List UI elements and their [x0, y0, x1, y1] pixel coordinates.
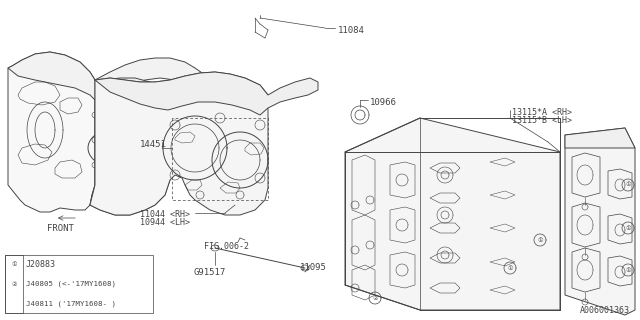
Polygon shape: [95, 72, 318, 115]
Polygon shape: [90, 72, 268, 215]
Text: 10944 <LH>: 10944 <LH>: [140, 218, 190, 227]
Text: J40811 ('17MY1608- ): J40811 ('17MY1608- ): [26, 300, 116, 307]
Text: ①: ①: [537, 237, 543, 243]
Polygon shape: [345, 118, 560, 310]
Polygon shape: [8, 52, 95, 212]
Polygon shape: [565, 128, 635, 315]
Text: 14451: 14451: [140, 140, 167, 149]
Polygon shape: [565, 128, 635, 148]
Text: ②: ②: [11, 282, 17, 286]
Text: A006001363: A006001363: [580, 306, 630, 315]
Text: J20883: J20883: [26, 260, 56, 269]
Text: ②: ②: [372, 295, 378, 300]
Text: 13115*A <RH>: 13115*A <RH>: [512, 108, 572, 117]
Text: ①: ①: [625, 268, 631, 273]
Text: ①: ①: [625, 182, 631, 188]
Text: J40805 (<-'17MY1608): J40805 (<-'17MY1608): [26, 281, 116, 287]
Text: G91517: G91517: [194, 268, 227, 277]
Text: 11095: 11095: [300, 263, 327, 272]
Polygon shape: [8, 52, 208, 100]
Text: 11044 <RH>: 11044 <RH>: [140, 210, 190, 219]
Text: 10966: 10966: [370, 98, 397, 107]
Text: ①: ①: [507, 266, 513, 270]
Text: ①: ①: [625, 226, 631, 230]
Text: 13115*B <LH>: 13115*B <LH>: [512, 116, 572, 125]
Text: ①: ①: [11, 262, 17, 267]
Text: 11084: 11084: [338, 26, 365, 35]
Bar: [5, 255, 153, 313]
Polygon shape: [90, 78, 170, 215]
Bar: [5, 255, 23, 313]
Text: FIG.006-2: FIG.006-2: [204, 242, 249, 251]
Text: FRONT: FRONT: [47, 224, 74, 233]
